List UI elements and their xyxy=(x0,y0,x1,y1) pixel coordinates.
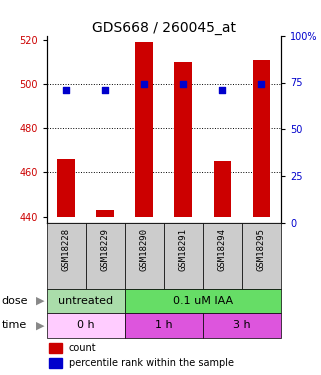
Text: dose: dose xyxy=(2,296,28,306)
Text: GSM18290: GSM18290 xyxy=(140,228,149,272)
Bar xyxy=(213,161,231,216)
Bar xyxy=(49,343,62,352)
Text: GSM18291: GSM18291 xyxy=(179,228,188,272)
Text: untreated: untreated xyxy=(58,296,113,306)
Bar xyxy=(47,289,125,313)
Bar xyxy=(57,159,75,216)
Title: GDS668 / 260045_at: GDS668 / 260045_at xyxy=(92,21,236,34)
Point xyxy=(64,87,69,93)
Bar xyxy=(96,210,114,216)
Text: time: time xyxy=(2,320,27,330)
Bar xyxy=(203,313,281,338)
Text: ▶: ▶ xyxy=(36,296,44,306)
Point xyxy=(220,87,225,93)
Bar xyxy=(125,289,281,313)
Text: 0.1 uM IAA: 0.1 uM IAA xyxy=(173,296,233,306)
Text: 1 h: 1 h xyxy=(155,320,172,330)
Text: GSM18294: GSM18294 xyxy=(218,228,227,272)
Text: GSM18295: GSM18295 xyxy=(257,228,266,272)
Bar xyxy=(253,60,270,216)
Bar xyxy=(203,223,242,289)
Bar xyxy=(47,223,86,289)
Text: GSM18228: GSM18228 xyxy=(62,228,71,272)
Text: count: count xyxy=(69,343,96,353)
Text: ▶: ▶ xyxy=(36,320,44,330)
Text: 0 h: 0 h xyxy=(77,320,94,330)
Point xyxy=(102,87,108,93)
Text: 3 h: 3 h xyxy=(233,320,251,330)
Point xyxy=(142,81,147,87)
Bar xyxy=(174,62,192,216)
Bar xyxy=(49,358,62,368)
Bar xyxy=(125,223,164,289)
Bar xyxy=(125,313,203,338)
Bar xyxy=(242,223,281,289)
Bar xyxy=(47,313,125,338)
Bar xyxy=(164,223,203,289)
Text: GSM18229: GSM18229 xyxy=(100,228,110,272)
Bar xyxy=(86,223,125,289)
Text: percentile rank within the sample: percentile rank within the sample xyxy=(69,358,234,368)
Point xyxy=(259,81,264,87)
Bar xyxy=(135,42,153,216)
Point xyxy=(181,81,186,87)
